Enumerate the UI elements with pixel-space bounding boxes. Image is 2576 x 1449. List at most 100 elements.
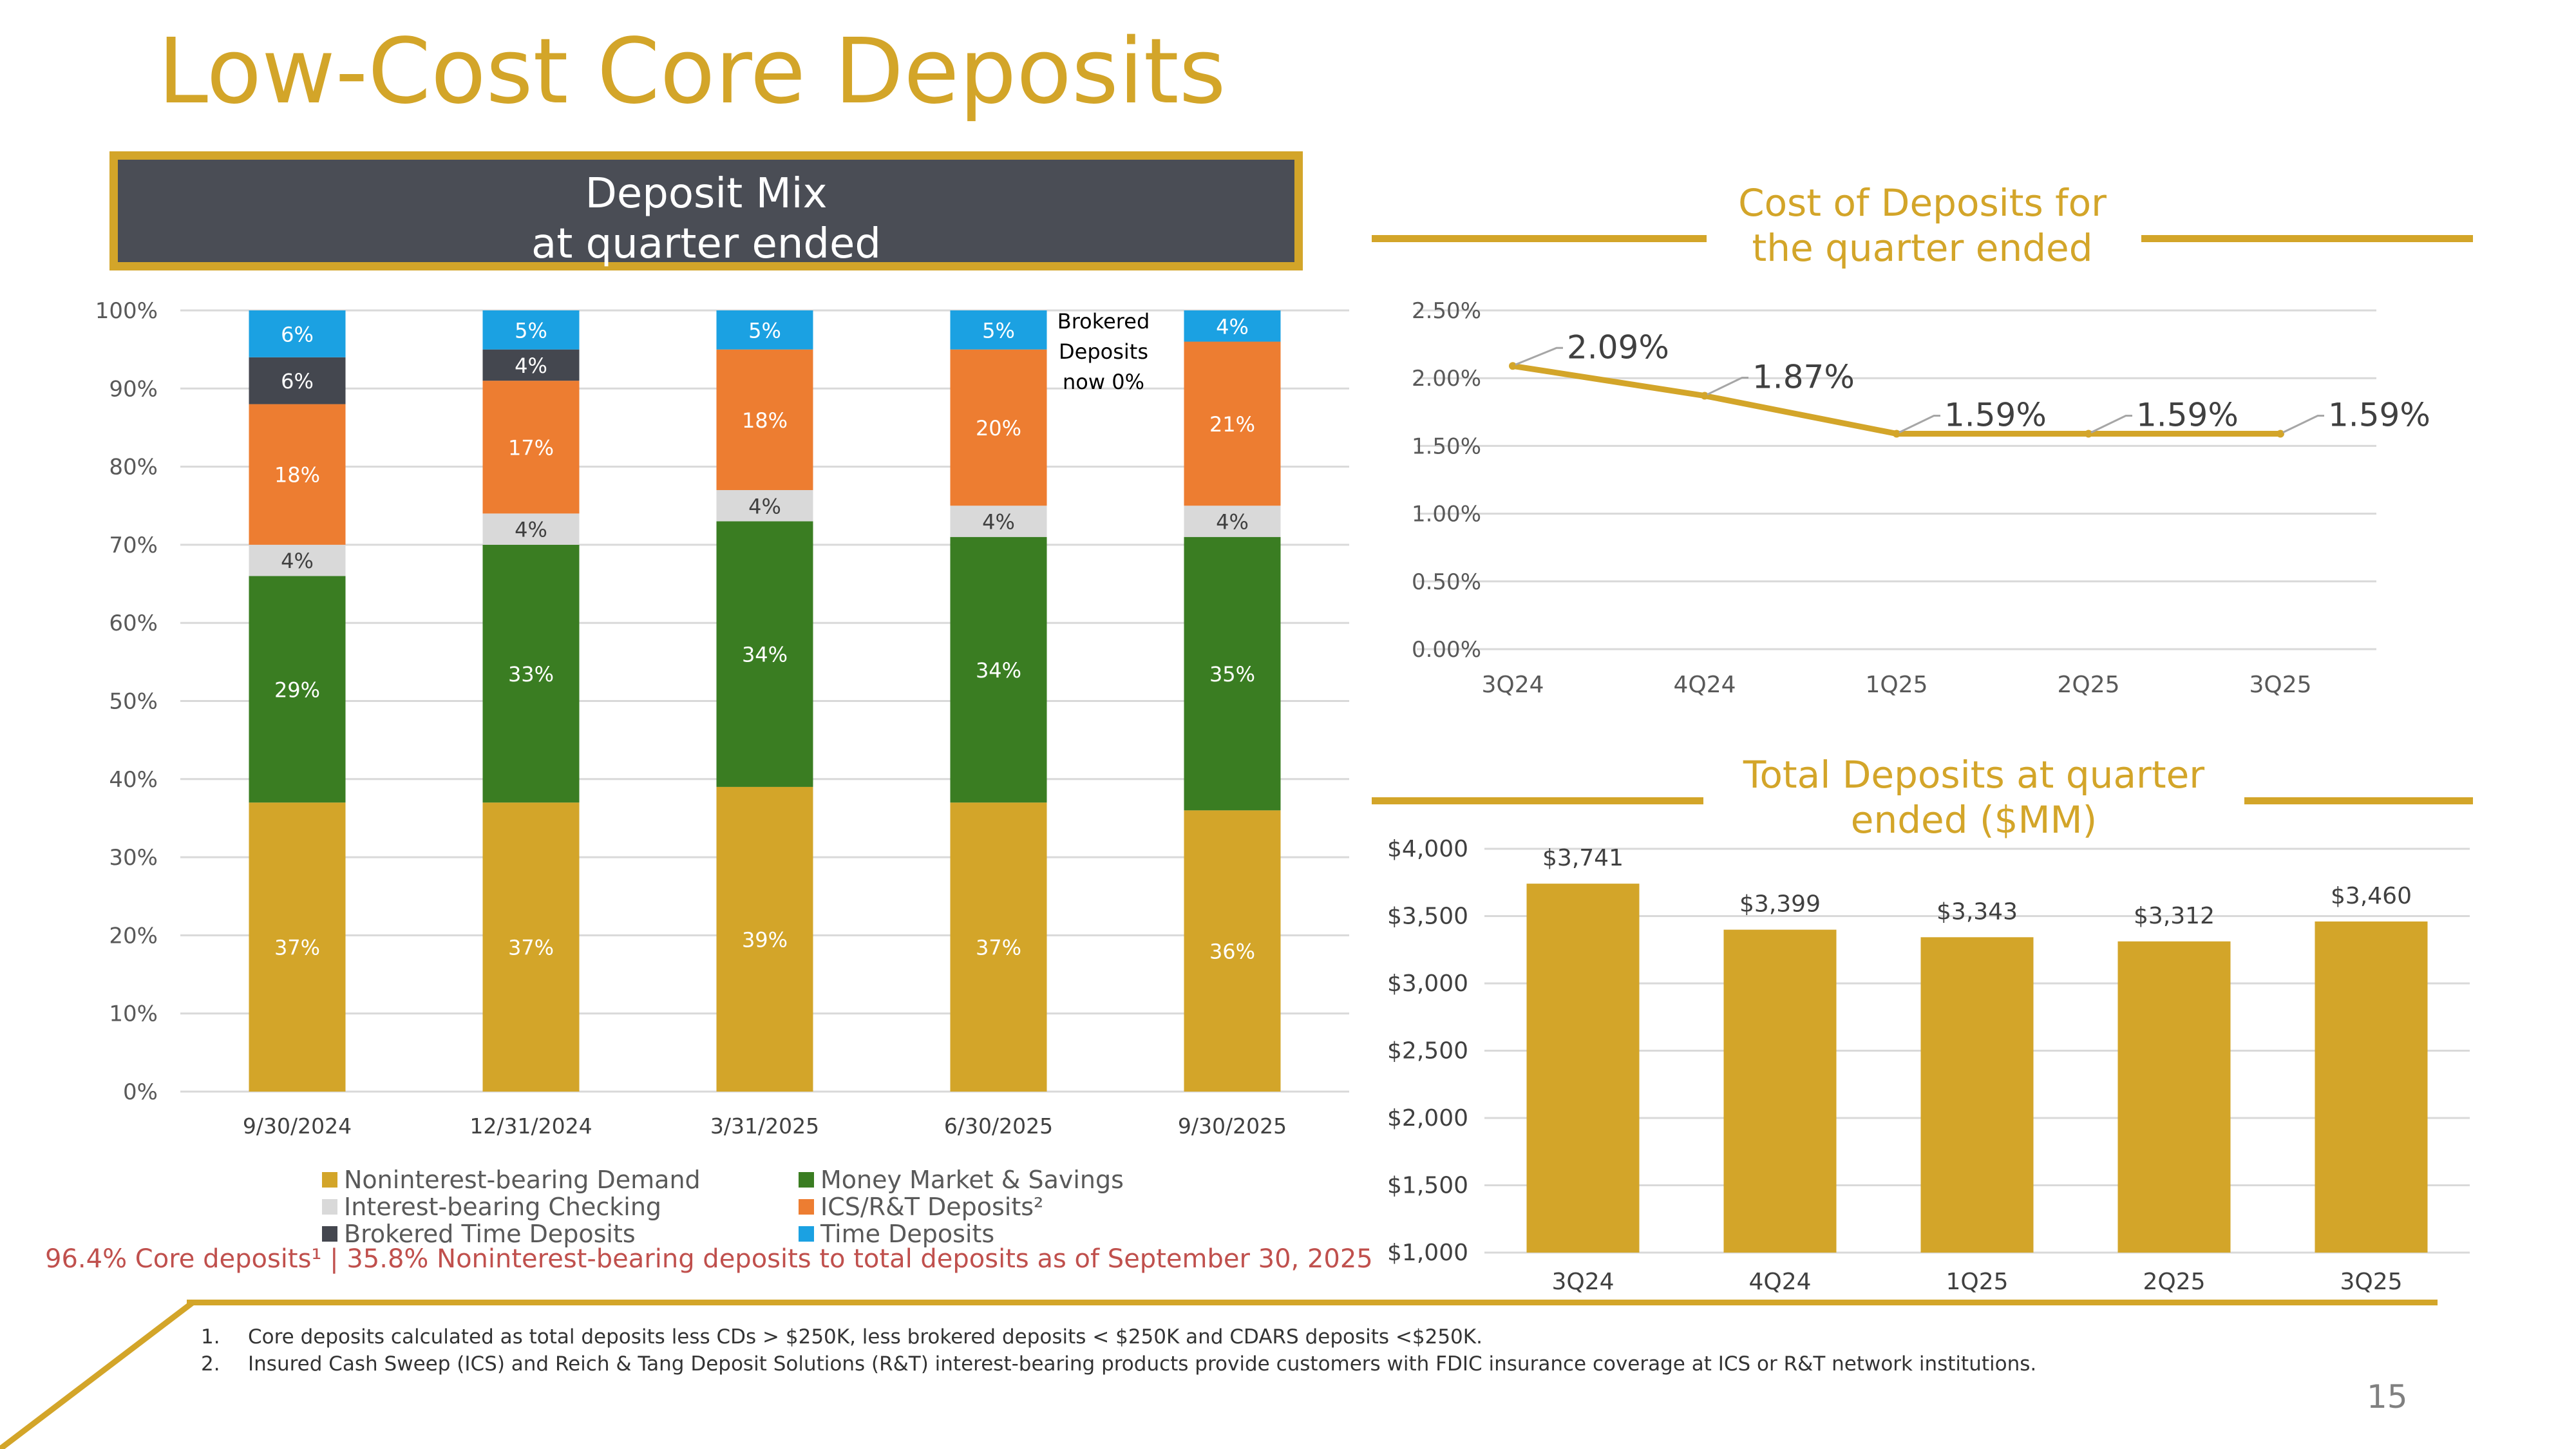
bar: [2117, 941, 2231, 1253]
y-tick-label: 90%: [109, 376, 158, 402]
total-deposits-chart: $1,000 $1,500 $2,000 $2,500 $3,000 $3,500 $4,0…: [1387, 836, 2470, 1295]
y-tick-label: 2.50%: [1412, 298, 1481, 324]
legend-label: Interest-bearing Checking: [344, 1193, 662, 1221]
data-label: 1.59%: [2328, 396, 2430, 433]
x-tick-label: 2Q25: [2143, 1269, 2205, 1295]
leader-line: [2090, 414, 2132, 433]
data-label: 20%: [976, 416, 1021, 440]
total-header-line1: Total Deposits at quarter: [1743, 753, 2205, 797]
data-label: 4%: [748, 494, 781, 518]
bar-segment: [249, 576, 346, 803]
y-tick-label: 60%: [109, 611, 158, 636]
legend-item: Time Deposits: [799, 1220, 994, 1248]
y-tick-label: 40%: [109, 767, 158, 793]
legend-label: Time Deposits: [820, 1220, 995, 1248]
bar-segment: [1184, 341, 1281, 506]
bar-segment: [950, 349, 1047, 506]
legend-swatch: [799, 1198, 814, 1215]
legend-item: ICS/R&T Deposits²: [799, 1193, 1043, 1221]
data-label: 34%: [742, 643, 788, 667]
data-label: $3,343: [1937, 898, 2018, 925]
data-label: 1.59%: [2136, 396, 2239, 433]
data-label: 39%: [742, 927, 788, 952]
x-tick-label: 1Q25: [1865, 672, 1927, 698]
bar-segment: [482, 349, 580, 381]
leader-line: [1899, 414, 1940, 433]
y-tick-label: 70%: [109, 533, 158, 558]
cost-of-deposits-chart: 0.00% 0.50% 1.00% 1.50% 2.00% 2.50% 3Q24 4Q24 1Q…: [1412, 298, 2430, 698]
brokered-deposits-note: Brokered: [1057, 309, 1150, 334]
data-label: 17%: [508, 435, 554, 460]
footnote-1: Core deposits calculated as total deposi…: [248, 1325, 1482, 1349]
bar-segment: [482, 544, 580, 803]
legend-label: Money Market & Savings: [820, 1166, 1124, 1194]
bar-segment: [950, 802, 1047, 1092]
x-tick-label: 3Q24: [1481, 672, 1544, 698]
deposit-mix-title: Deposit Mix: [585, 170, 828, 218]
bar-segment: [716, 349, 813, 490]
bar-segment: [249, 802, 346, 1092]
bar-segment: [1184, 536, 1281, 811]
corner-accent: [0, 1300, 195, 1449]
divider-line: [1372, 797, 1703, 804]
footnote-1-number: 1.: [201, 1325, 220, 1349]
y-tick-label: 30%: [109, 845, 158, 871]
x-tick-label: 3/31/2025: [710, 1113, 819, 1139]
x-tick-label: 9/30/2024: [243, 1113, 352, 1139]
x-tick-label: 4Q24: [1748, 1269, 1811, 1295]
legend-label: Brokered Time Deposits: [344, 1220, 636, 1248]
bar-segment: [950, 310, 1047, 350]
bar: [2315, 921, 2428, 1253]
data-label: 5%: [515, 318, 547, 343]
bar-segment: [950, 536, 1047, 803]
cost-of-deposits-header: Cost of Deposits for the quarter ended: [1713, 180, 2132, 270]
bar-segment: [249, 357, 346, 404]
bar-segment: [249, 310, 346, 357]
leader-line: [1707, 377, 1748, 395]
legend-item: Brokered Time Deposits: [322, 1220, 636, 1248]
bar-segment: [249, 544, 346, 576]
core-deposits-note: 96.4% Core deposits¹ | 35.8% Noninterest…: [45, 1244, 1373, 1274]
bar-segment: [482, 513, 580, 545]
divider-line: [2244, 797, 2473, 804]
y-tick-label: $3,000: [1387, 971, 1468, 997]
x-tick-label: 9/30/2025: [1178, 1113, 1287, 1139]
data-label: 34%: [976, 658, 1021, 683]
legend-swatch: [322, 1198, 337, 1215]
bar-segment: [482, 802, 580, 1092]
data-label: $3,741: [1542, 845, 1624, 871]
bar-segment: [716, 489, 813, 522]
legend-swatch: [322, 1171, 337, 1188]
divider-line: [1372, 235, 1707, 242]
brokered-deposits-note: now 0%: [1063, 370, 1144, 394]
legend-label: Noninterest-bearing Demand: [344, 1166, 701, 1194]
data-label: 37%: [508, 936, 554, 960]
bar: [1920, 937, 2034, 1253]
data-label: $3,312: [2134, 903, 2215, 929]
total-header-line2: ended ($MM): [1850, 798, 2098, 842]
y-tick-label: 0.50%: [1412, 569, 1481, 595]
data-label: 36%: [1209, 940, 1255, 964]
data-label: 6%: [281, 369, 314, 393]
brokered-deposits-note: Deposits: [1059, 339, 1148, 364]
data-label: 4%: [281, 549, 314, 573]
y-tick-label: 1.00%: [1412, 502, 1481, 527]
x-tick-label: 6/30/2025: [944, 1113, 1053, 1139]
page-title: Low-Cost Core Deposits: [158, 19, 1226, 124]
leader-line: [2282, 414, 2324, 433]
cost-header-line2: the quarter ended: [1752, 226, 2093, 270]
legend-swatch: [799, 1171, 814, 1188]
y-tick-label: 20%: [109, 923, 158, 949]
x-tick-label: 1Q25: [1946, 1269, 2008, 1295]
x-tick-label: 3Q25: [2340, 1269, 2402, 1295]
data-label: 5%: [748, 318, 781, 343]
x-tick-label: 4Q24: [1673, 672, 1736, 698]
bar-segment: [1184, 810, 1281, 1092]
footer-divider: [187, 1300, 2438, 1305]
footnote-2-number: 2.: [201, 1352, 220, 1376]
total-deposits-header: Total Deposits at quarter ended ($MM): [1710, 752, 2238, 842]
leader-line: [1515, 346, 1563, 366]
y-tick-label: $3,500: [1387, 904, 1468, 930]
y-tick-label: $1,500: [1387, 1173, 1468, 1199]
data-label: 37%: [274, 936, 320, 960]
